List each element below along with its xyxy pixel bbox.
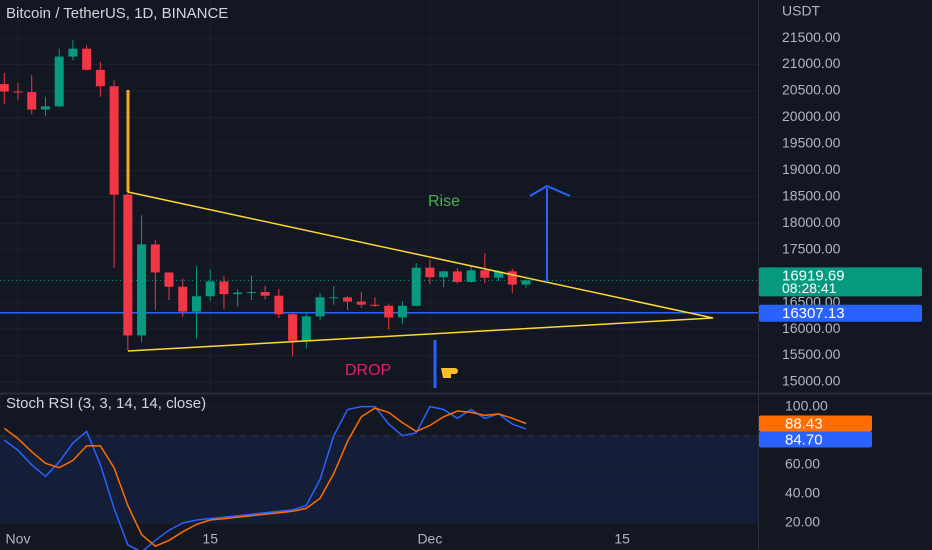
candle-body <box>356 301 366 305</box>
candle-body <box>95 69 105 87</box>
candle-body <box>0 84 9 92</box>
x-tick-label: 15 <box>202 531 218 547</box>
candle-body <box>301 316 311 341</box>
candle-body <box>397 305 407 318</box>
candle-body <box>452 271 462 282</box>
candle-body <box>13 91 23 93</box>
band-fill <box>0 435 758 523</box>
stoch-tick-label: 100.00 <box>785 397 828 413</box>
candle-body <box>137 244 147 336</box>
level-box <box>759 304 922 322</box>
candle-body <box>123 194 133 336</box>
last-value-box <box>759 415 872 432</box>
y-tick-label: 18500.00 <box>782 187 841 203</box>
y-tick-label: 17500.00 <box>782 240 841 256</box>
y-tick-label: 16000.00 <box>782 320 841 336</box>
last-price-box <box>759 267 922 297</box>
y-tick-label: 19000.00 <box>782 161 841 177</box>
y-tick-label: 21500.00 <box>782 29 841 45</box>
candle-body <box>274 295 284 315</box>
last-value-label: 88.43 <box>785 415 823 432</box>
stoch-title: Stoch RSI (3, 3, 14, 14, close) <box>6 395 206 412</box>
candle-body <box>329 297 339 299</box>
stoch-tick-label: 20.00 <box>785 514 820 530</box>
stoch-pane <box>0 405 758 550</box>
y-tick-label: 15000.00 <box>782 373 841 389</box>
candle-body <box>191 296 201 312</box>
axis-unit: USDT <box>782 3 821 19</box>
candle-body <box>164 272 174 287</box>
candle-body <box>260 292 270 296</box>
candle-body <box>68 48 78 57</box>
stoch-tick-label: 40.00 <box>785 485 820 501</box>
candle-body <box>288 314 298 341</box>
candle-body <box>411 267 421 306</box>
candle-body <box>315 297 325 317</box>
y-tick-label: 15500.00 <box>782 346 841 362</box>
stoch-tick-label: 60.00 <box>785 455 820 471</box>
candle-body <box>109 86 119 195</box>
candle-body <box>27 92 37 110</box>
last-value-box <box>759 431 872 448</box>
y-tick-label: 18000.00 <box>782 214 841 230</box>
countdown-label: 08:28:41 <box>782 280 837 296</box>
candle-body <box>150 244 160 273</box>
candle-body <box>54 56 64 107</box>
candle-body <box>82 48 92 70</box>
candle-body <box>40 106 50 110</box>
candle-body <box>178 286 188 312</box>
candle-body <box>494 271 504 278</box>
y-tick-label: 20500.00 <box>782 82 841 98</box>
price-pane <box>0 0 758 392</box>
x-tick-label: Dec <box>417 531 442 547</box>
y-tick-label: 21000.00 <box>782 55 841 71</box>
candle-body <box>466 270 476 282</box>
drawings <box>126 90 714 388</box>
candle-body <box>425 267 435 278</box>
chart-title: Bitcoin / TetherUS, 1D, BINANCE <box>6 5 228 22</box>
x-tick-label: 15 <box>614 531 630 547</box>
y-tick-label: 20000.00 <box>782 108 841 124</box>
candle-body <box>343 297 353 302</box>
stoch-line <box>3 405 527 550</box>
candle-body <box>205 281 215 297</box>
last-value-label: 84.70 <box>785 431 823 448</box>
hand-icon <box>441 368 458 378</box>
axes: 15000.0015500.0016000.0016500.0017000.00… <box>6 29 922 547</box>
x-tick-label: Nov <box>6 531 31 547</box>
level-label: 16307.13 <box>782 305 845 322</box>
triangle <box>127 191 714 352</box>
candle-body <box>370 304 380 306</box>
stoch-line <box>3 407 527 548</box>
y-tick-label: 19500.00 <box>782 135 841 151</box>
rise-label: Rise <box>428 193 460 210</box>
candle-body <box>439 271 449 278</box>
candle-body <box>507 271 517 285</box>
last-price-label: 16919.69 <box>782 267 845 284</box>
candle-body <box>246 292 256 294</box>
candle-body <box>233 292 243 295</box>
drop-label: DROP <box>345 362 391 379</box>
candle-body <box>384 305 394 318</box>
arrow-head <box>529 184 571 197</box>
candle-body <box>480 270 490 278</box>
candle-body <box>219 281 229 295</box>
candle-body <box>521 280 531 285</box>
